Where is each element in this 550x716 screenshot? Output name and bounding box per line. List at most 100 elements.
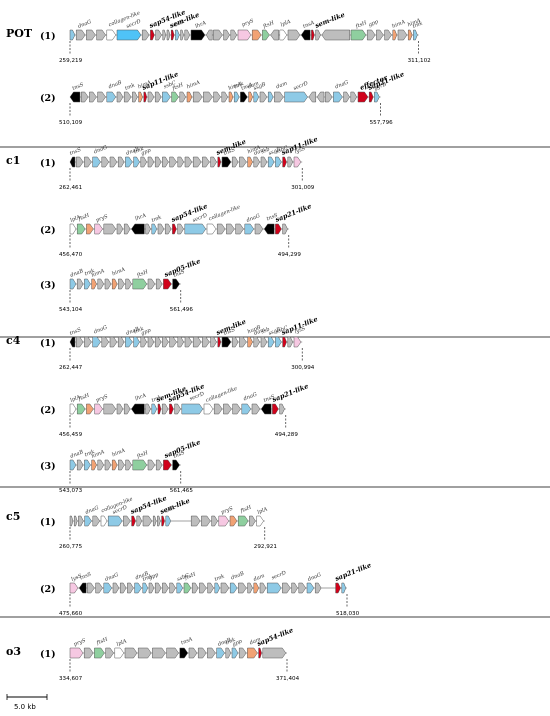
gene-label: lhrA [134, 212, 147, 222]
gene-arrow [73, 515, 78, 527]
gene-arrow [223, 403, 232, 415]
gene-arrow [357, 91, 369, 103]
gene-arrow [237, 515, 249, 527]
gene-arrow [84, 515, 92, 527]
gene-arrow [69, 515, 74, 527]
gene-arrow [166, 29, 171, 41]
gene-arrow [154, 336, 162, 348]
gene-arrow [104, 278, 112, 290]
gene-arrow [384, 29, 392, 41]
start-coordinate: 456,459 [59, 432, 83, 438]
gene-arrow [311, 29, 315, 41]
gene-arrow [133, 156, 140, 168]
gene-arrow [147, 459, 156, 471]
gene-arrow [181, 403, 204, 415]
gene-label: sap21-like [334, 561, 372, 583]
gene-label: dam [249, 637, 262, 647]
gene-arrow [407, 29, 413, 41]
gene-arrow [177, 156, 185, 168]
gene-label: himA [247, 145, 262, 156]
end-coordinate: 494,299 [278, 252, 302, 258]
gene-label: gpp [148, 572, 160, 582]
gene-label: lysS [71, 573, 84, 583]
gene-label: himA [91, 449, 106, 460]
start-coordinate: 334,607 [59, 676, 83, 682]
end-coordinate: 301,009 [291, 185, 315, 191]
gene-arrow [97, 278, 105, 290]
gene-label: dnaG [77, 19, 92, 30]
gene-arrow [274, 91, 284, 103]
gene-arrow [284, 91, 308, 103]
gene-arrow [163, 278, 172, 290]
gene-arrow [341, 582, 347, 594]
gene-arrow [216, 223, 226, 235]
gene-arrow [253, 91, 260, 103]
gene-arrow [151, 403, 158, 415]
gene-arrow [104, 459, 112, 471]
gene-arrow [321, 29, 351, 41]
gene-arrow [154, 156, 162, 168]
gene-arrow [235, 223, 244, 235]
gene-arrow [105, 647, 114, 659]
gene-arrow [279, 403, 285, 415]
gene-arrow [267, 91, 274, 103]
gene-label: dnaG [85, 505, 100, 516]
gene-arrow [259, 91, 268, 103]
section-label: c5 [6, 510, 20, 523]
gene-arrow [94, 223, 103, 235]
gene-arrow [214, 582, 221, 594]
gene-arrow [253, 156, 261, 168]
gene-arrow [97, 459, 105, 471]
gene-label: tmk [124, 82, 136, 91]
gene-arrow [205, 29, 213, 41]
gene-label: dnaG [246, 213, 261, 224]
gene-arrow [247, 336, 253, 348]
gene-arrow [116, 223, 124, 235]
gene-label: pryS [241, 18, 255, 28]
gene-arrow [282, 223, 288, 235]
gene-label: tnsS [223, 327, 236, 337]
gene-label: ssgB [268, 147, 282, 157]
gene-arrow [287, 29, 301, 41]
gene-arrow [117, 156, 125, 168]
gene-arrow [151, 223, 158, 235]
gene-label: pryS [95, 214, 109, 224]
gene-arrow [270, 29, 279, 41]
gene-arrow [147, 156, 155, 168]
gene-label: tnsS [223, 147, 236, 157]
gene-label: lplA [70, 214, 82, 224]
gene-label: dnaG [334, 80, 349, 91]
gene-label: pryS [220, 506, 234, 516]
gene-label: ftsH [354, 20, 368, 30]
gene-arrow [154, 582, 162, 594]
gene-arrow [161, 515, 165, 527]
gene-arrow [192, 336, 202, 348]
gene-arrow [279, 29, 288, 41]
gene-label: secrD [271, 570, 288, 582]
gene-arrow [157, 515, 161, 527]
gene-label: ftsH [77, 392, 91, 402]
gene-arrow [106, 91, 117, 103]
gene-arrow [162, 336, 169, 348]
gene-label: dam [247, 81, 260, 91]
gene-arrow [76, 459, 84, 471]
row-label: (1) [40, 649, 56, 660]
gene-arrow [84, 336, 92, 348]
gene-arrow [152, 647, 166, 659]
gene-arrow [202, 156, 210, 168]
gene-arrow [248, 91, 253, 103]
gene-label: dnaB [70, 449, 85, 460]
gene-label: lplA [280, 19, 292, 29]
gene-arrow [275, 156, 282, 168]
gene-arrow [162, 29, 167, 41]
gene-label: tmk [214, 573, 226, 582]
gene-label: ftsH [77, 212, 91, 222]
gene-label: himA [111, 267, 126, 278]
section-label: o3 [6, 645, 21, 658]
gene-arrow [69, 91, 81, 103]
gene-label: ssbC [275, 325, 289, 335]
gene-label: dnaG [104, 572, 119, 583]
gene-arrow [69, 156, 76, 168]
